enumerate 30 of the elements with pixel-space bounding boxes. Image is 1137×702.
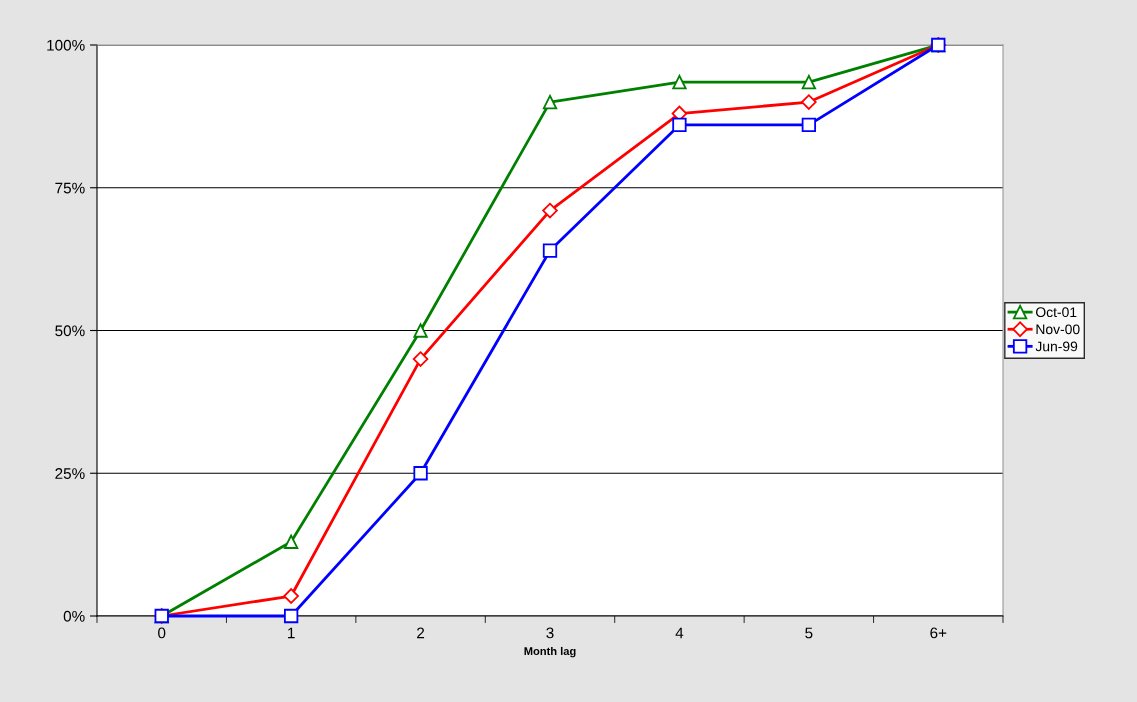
- y-tick-label: 75%: [55, 182, 85, 194]
- point: [542, 202, 558, 219]
- x-tick-label: 6+: [930, 627, 947, 639]
- x-tick-label: 0: [158, 627, 166, 639]
- point: [283, 588, 299, 604]
- point: [412, 351, 429, 367]
- point: [283, 608, 299, 624]
- point: [542, 243, 558, 258]
- x-tick-label: 2: [417, 627, 425, 639]
- point: [672, 74, 687, 90]
- point: [801, 74, 817, 90]
- point: [672, 117, 687, 133]
- y-tick-label: 50%: [55, 325, 85, 337]
- point: [413, 323, 428, 338]
- point: [801, 94, 817, 110]
- y-tick-label: 0%: [63, 610, 85, 622]
- legend-label: Oct-01: [1036, 307, 1077, 318]
- legend-label: Jun-99: [1035, 341, 1078, 352]
- y-tick-label: 100%: [47, 39, 85, 51]
- x-axis-title: Month lag: [524, 646, 576, 658]
- point: [542, 94, 558, 110]
- x-tick-label: 3: [546, 627, 554, 639]
- y-tick-label: 25%: [55, 468, 85, 479]
- x-tick-label: 5: [805, 627, 813, 639]
- point: [413, 466, 428, 481]
- point: [283, 534, 299, 549]
- legend-label: Nov-00: [1036, 324, 1080, 335]
- x-tick-label: 4: [675, 627, 684, 639]
- x-tick-label: 1: [288, 627, 295, 639]
- point: [801, 117, 817, 133]
